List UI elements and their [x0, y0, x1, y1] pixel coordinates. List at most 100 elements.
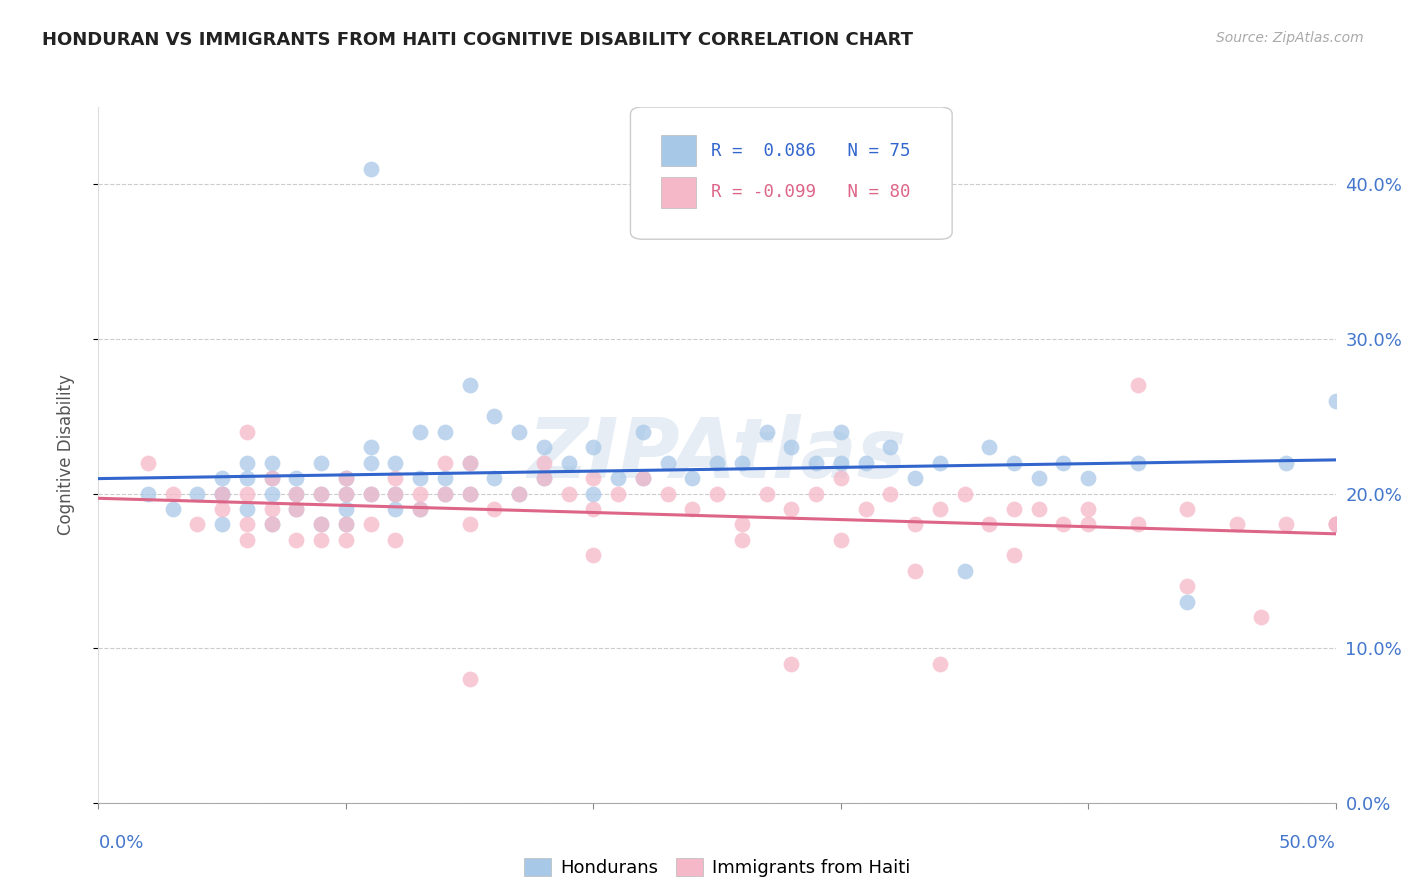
Point: [335, 517, 357, 532]
Point: [607, 486, 630, 500]
Point: [285, 486, 308, 500]
Point: [533, 440, 555, 454]
Point: [211, 517, 233, 532]
Point: [508, 486, 530, 500]
Point: [830, 471, 852, 485]
Point: [335, 486, 357, 500]
Point: [928, 502, 950, 516]
Point: [236, 533, 259, 547]
Point: [631, 425, 654, 439]
Point: [904, 471, 927, 485]
Point: [335, 517, 357, 532]
Point: [1028, 502, 1050, 516]
Text: ZIPAtlas: ZIPAtlas: [527, 415, 907, 495]
Point: [1052, 517, 1074, 532]
Point: [755, 486, 778, 500]
Point: [780, 502, 803, 516]
Point: [484, 471, 506, 485]
Point: [309, 517, 332, 532]
FancyBboxPatch shape: [630, 107, 952, 239]
Point: [309, 533, 332, 547]
Point: [582, 471, 605, 485]
Point: [360, 161, 382, 176]
Point: [335, 471, 357, 485]
Point: [631, 471, 654, 485]
Point: [260, 517, 283, 532]
Point: [285, 486, 308, 500]
Point: [236, 471, 259, 485]
Point: [433, 456, 456, 470]
Text: Source: ZipAtlas.com: Source: ZipAtlas.com: [1216, 31, 1364, 45]
Point: [335, 533, 357, 547]
Point: [484, 409, 506, 424]
Point: [731, 517, 754, 532]
Point: [1175, 595, 1198, 609]
Point: [1002, 549, 1025, 563]
Point: [335, 502, 357, 516]
Point: [162, 502, 184, 516]
Point: [1275, 456, 1298, 470]
Point: [211, 486, 233, 500]
Point: [533, 456, 555, 470]
Point: [1077, 517, 1099, 532]
Point: [582, 549, 605, 563]
Point: [879, 486, 901, 500]
Point: [335, 471, 357, 485]
Point: [309, 486, 332, 500]
Point: [433, 486, 456, 500]
Point: [162, 486, 184, 500]
Point: [631, 471, 654, 485]
Point: [780, 440, 803, 454]
Point: [731, 533, 754, 547]
Point: [979, 440, 1001, 454]
Point: [1324, 517, 1347, 532]
Point: [681, 471, 703, 485]
Point: [1126, 456, 1149, 470]
Point: [136, 486, 159, 500]
Point: [979, 517, 1001, 532]
Point: [1275, 517, 1298, 532]
Point: [433, 425, 456, 439]
Text: HONDURAN VS IMMIGRANTS FROM HAITI COGNITIVE DISABILITY CORRELATION CHART: HONDURAN VS IMMIGRANTS FROM HAITI COGNIT…: [42, 31, 912, 49]
Point: [830, 456, 852, 470]
Point: [409, 471, 432, 485]
Point: [360, 440, 382, 454]
Point: [1077, 502, 1099, 516]
Point: [186, 486, 208, 500]
Point: [433, 471, 456, 485]
Point: [260, 471, 283, 485]
Point: [409, 502, 432, 516]
Point: [508, 425, 530, 439]
Text: R = -0.099   N = 80: R = -0.099 N = 80: [711, 183, 910, 202]
Point: [186, 517, 208, 532]
Point: [384, 486, 406, 500]
Point: [236, 456, 259, 470]
Point: [409, 502, 432, 516]
Point: [211, 502, 233, 516]
Point: [260, 502, 283, 516]
Point: [384, 456, 406, 470]
Point: [1175, 579, 1198, 593]
Point: [1052, 456, 1074, 470]
Text: 0.0%: 0.0%: [98, 834, 143, 852]
Legend: Hondurans, Immigrants from Haiti: Hondurans, Immigrants from Haiti: [516, 850, 918, 884]
Point: [1126, 517, 1149, 532]
Y-axis label: Cognitive Disability: Cognitive Disability: [56, 375, 75, 535]
Point: [211, 486, 233, 500]
Point: [236, 517, 259, 532]
Point: [557, 486, 579, 500]
Point: [731, 456, 754, 470]
Point: [582, 486, 605, 500]
FancyBboxPatch shape: [661, 177, 696, 208]
Point: [384, 502, 406, 516]
Point: [309, 456, 332, 470]
FancyBboxPatch shape: [661, 135, 696, 166]
Point: [236, 486, 259, 500]
Point: [582, 440, 605, 454]
Point: [1077, 471, 1099, 485]
Point: [681, 502, 703, 516]
Point: [335, 486, 357, 500]
Point: [780, 657, 803, 671]
Point: [433, 486, 456, 500]
Point: [458, 378, 481, 392]
